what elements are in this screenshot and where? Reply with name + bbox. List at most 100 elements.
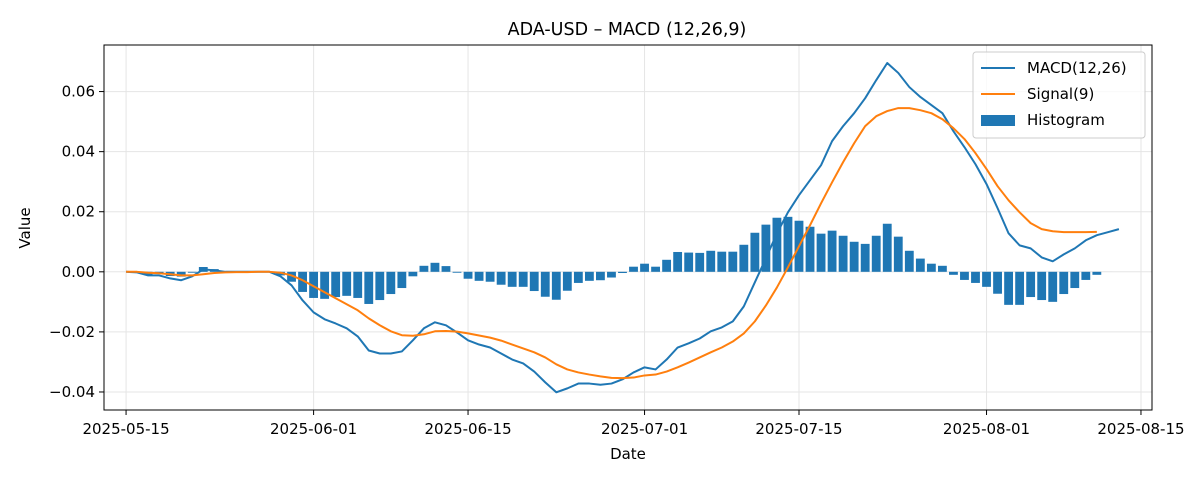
- histogram-bar: [551, 271, 561, 300]
- histogram-bar: [993, 271, 1002, 294]
- y-tick-label: 0.00: [62, 263, 95, 281]
- histogram-bar: [915, 258, 925, 272]
- y-axis: −0.04 −0.02 0.00 0.02 0.04 0.06: [49, 83, 104, 401]
- histogram-bar: [298, 271, 307, 292]
- histogram-bar: [662, 259, 672, 272]
- legend: MACD(12,26) Signal(9) Histogram: [972, 51, 1146, 139]
- histogram-bar: [640, 263, 649, 272]
- macd-line: [126, 62, 1120, 394]
- histogram-bar: [949, 271, 958, 275]
- chart-title: ADA-USD – MACD (12,26,9): [508, 20, 747, 40]
- histogram-bar: [386, 271, 396, 295]
- histogram-bar: [529, 271, 539, 292]
- histogram-bar: [353, 271, 363, 298]
- histogram-bar: [1092, 271, 1102, 275]
- histogram-bar: [827, 230, 837, 272]
- histogram-bar: [651, 266, 660, 272]
- histogram-bar: [452, 271, 462, 273]
- histogram-bar: [287, 271, 296, 282]
- histogram-bar: [562, 271, 572, 291]
- histogram-bar: [320, 271, 330, 299]
- histogram-bar: [518, 271, 528, 287]
- histogram-bar: [441, 266, 451, 272]
- y-tick-label: 0.02: [62, 203, 95, 221]
- legend-label: Histogram: [1027, 111, 1105, 129]
- histogram-bar: [706, 250, 716, 272]
- histogram-bar: [309, 271, 319, 298]
- histogram-bar: [772, 217, 782, 272]
- histogram-bar: [408, 271, 418, 277]
- histogram-bar: [926, 263, 936, 272]
- x-tick-label: 2025-07-15: [755, 420, 842, 438]
- histogram-bar: [474, 271, 484, 281]
- histogram-bar: [430, 262, 440, 272]
- histogram-bar: [1081, 271, 1091, 280]
- histogram-bar: [1048, 271, 1058, 302]
- histogram-bar: [695, 252, 705, 272]
- histogram-bar: [176, 271, 186, 277]
- legend-swatch: [981, 115, 1015, 126]
- histogram-bar: [1070, 271, 1080, 289]
- y-axis-label: Value: [16, 207, 34, 248]
- histogram-bar: [331, 271, 341, 298]
- histogram-bar: [364, 271, 374, 304]
- histogram-bar: [982, 271, 991, 287]
- histogram-bar: [1015, 271, 1025, 305]
- histogram-bar: [1004, 271, 1014, 305]
- x-tick-label: 2025-08-01: [943, 420, 1030, 438]
- histogram-bar: [375, 271, 385, 301]
- legend-label: Signal(9): [1027, 85, 1094, 103]
- x-tick-label: 2025-06-15: [424, 420, 511, 438]
- y-tick-label: −0.02: [49, 323, 95, 341]
- histogram-bar: [882, 223, 892, 272]
- series-lines: [126, 62, 1120, 394]
- histogram-bar: [463, 271, 473, 279]
- histogram-bar: [893, 236, 903, 272]
- histogram-bar: [607, 271, 616, 278]
- histogram-bar: [419, 265, 429, 272]
- signal-line: [126, 107, 1097, 380]
- histogram-bar: [860, 243, 870, 272]
- histogram-bar: [496, 271, 506, 285]
- histogram-bar: [761, 224, 771, 272]
- histogram-bar: [849, 241, 859, 272]
- histogram-bar: [629, 266, 638, 272]
- histogram-bar: [971, 271, 980, 283]
- histogram-bar: [1059, 271, 1069, 295]
- histogram-bar: [584, 271, 594, 281]
- histogram-bar: [673, 251, 683, 272]
- histogram-bar: [816, 233, 826, 272]
- histogram-bar: [1037, 271, 1047, 301]
- histogram-bar: [838, 235, 848, 272]
- legend-box: [972, 51, 1146, 139]
- x-axis: 2025-05-15 2025-06-01 2025-06-15 2025-07-01…: [82, 410, 1185, 438]
- y-tick-label: −0.04: [49, 383, 95, 401]
- histogram-bar: [871, 235, 881, 272]
- histogram-bar: [596, 271, 605, 281]
- histogram-bar: [507, 271, 517, 287]
- legend-label: MACD(12,26): [1027, 59, 1127, 77]
- x-tick-label: 2025-08-15: [1097, 420, 1184, 438]
- y-tick-label: 0.04: [62, 143, 95, 161]
- x-tick-label: 2025-06-01: [270, 420, 357, 438]
- histogram-bar: [397, 271, 407, 289]
- histogram-bar: [187, 271, 197, 273]
- histogram-bar: [342, 271, 352, 296]
- histogram-bar: [937, 265, 947, 272]
- histogram-bar: [485, 271, 495, 282]
- histogram-bar: [728, 251, 738, 272]
- histogram-bar: [684, 252, 694, 272]
- plot-area: [103, 44, 1153, 411]
- y-tick-label: 0.06: [62, 83, 95, 101]
- histogram-bar: [960, 271, 969, 280]
- histogram-bar: [904, 250, 914, 272]
- histogram-bar: [717, 251, 727, 272]
- histogram-bar: [805, 226, 815, 272]
- histogram-bar: [1026, 271, 1036, 298]
- histogram-bar: [739, 244, 749, 272]
- x-tick-label: 2025-05-15: [82, 420, 169, 438]
- x-axis-label: Date: [610, 445, 646, 463]
- histogram-bar: [750, 232, 760, 272]
- histogram-bar: [573, 271, 583, 283]
